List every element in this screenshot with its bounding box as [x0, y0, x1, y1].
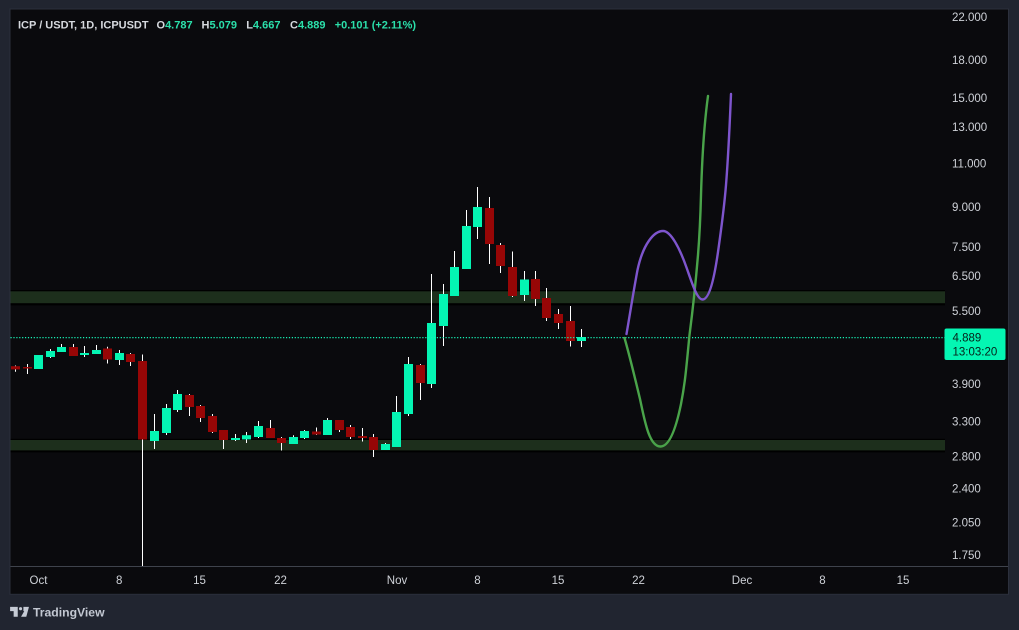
svg-text:3.900: 3.900	[952, 379, 981, 391]
svg-text:O4.787: O4.787	[157, 20, 193, 32]
svg-text:Oct: Oct	[30, 575, 49, 587]
svg-text:1.750: 1.750	[952, 550, 981, 562]
svg-text:4.889: 4.889	[953, 333, 982, 345]
svg-text:15.000: 15.000	[952, 93, 987, 105]
svg-text:Nov: Nov	[387, 575, 408, 587]
svg-text:22: 22	[632, 575, 645, 587]
svg-text:15: 15	[552, 575, 565, 587]
svg-text:5.500: 5.500	[952, 306, 981, 318]
svg-text:11.000: 11.000	[952, 159, 986, 171]
svg-text:22: 22	[274, 575, 287, 587]
svg-text:8: 8	[819, 575, 825, 587]
svg-text:22.000: 22.000	[952, 12, 987, 24]
svg-text:8: 8	[474, 575, 480, 587]
svg-text:C4.889: C4.889	[290, 20, 325, 32]
svg-text:13.000: 13.000	[952, 122, 987, 134]
svg-text:15: 15	[193, 575, 206, 587]
svg-text:6.500: 6.500	[952, 271, 981, 283]
svg-text:18.000: 18.000	[952, 55, 987, 67]
svg-text:9.000: 9.000	[952, 202, 981, 214]
svg-text:15: 15	[897, 575, 910, 587]
svg-text:+0.101 (+2.11%): +0.101 (+2.11%)	[335, 20, 417, 32]
svg-text:ICP / USDT, 1D, ICPUSDT: ICP / USDT, 1D, ICPUSDT	[18, 20, 149, 32]
svg-text:TradingView: TradingView	[33, 606, 105, 620]
svg-text:3.300: 3.300	[952, 417, 981, 429]
svg-text:2.050: 2.050	[952, 518, 981, 530]
svg-text:8: 8	[116, 575, 122, 587]
svg-text:2.800: 2.800	[952, 452, 981, 464]
svg-text:L4.667: L4.667	[246, 20, 280, 32]
svg-text:13:03:20: 13:03:20	[953, 347, 998, 359]
svg-text:H5.079: H5.079	[202, 20, 237, 32]
svg-text:Dec: Dec	[732, 575, 753, 587]
svg-text:2.400: 2.400	[952, 484, 981, 496]
svg-text:7.500: 7.500	[952, 242, 981, 254]
